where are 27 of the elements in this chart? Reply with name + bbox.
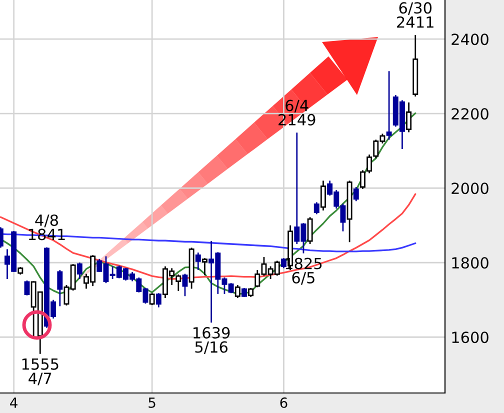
candlestick [195,252,201,271]
candlestick [202,257,208,276]
candlestick [386,70,392,140]
candlestick [156,292,162,308]
candlestick [320,180,326,212]
y-tick-label: 2200 [452,108,488,120]
candlestick [24,280,30,296]
candlestick [360,170,366,190]
y-tick-label: 1800 [452,257,488,269]
y-tick-label: 2000 [452,182,488,194]
x-tick-label: 4 [10,398,18,408]
candlestick [149,292,155,306]
annotation: 1639 5/16 [194,327,230,354]
x-tick-label: 6 [280,397,288,408]
y-tick-label: 2400 [452,34,488,46]
candlestick [57,269,63,307]
annotation: 6/30 2411 [397,2,434,28]
candlestick [314,202,320,215]
x-tick-label: 5 [148,398,156,408]
y-tick-label: 1600 [452,332,488,344]
candlestick [182,273,188,297]
candlestick [353,186,359,202]
candlestick [406,102,412,133]
annotation: 1555 4/7 [22,358,58,386]
candlestick [280,257,286,269]
candlestick [307,216,313,245]
candlestick [234,284,240,299]
